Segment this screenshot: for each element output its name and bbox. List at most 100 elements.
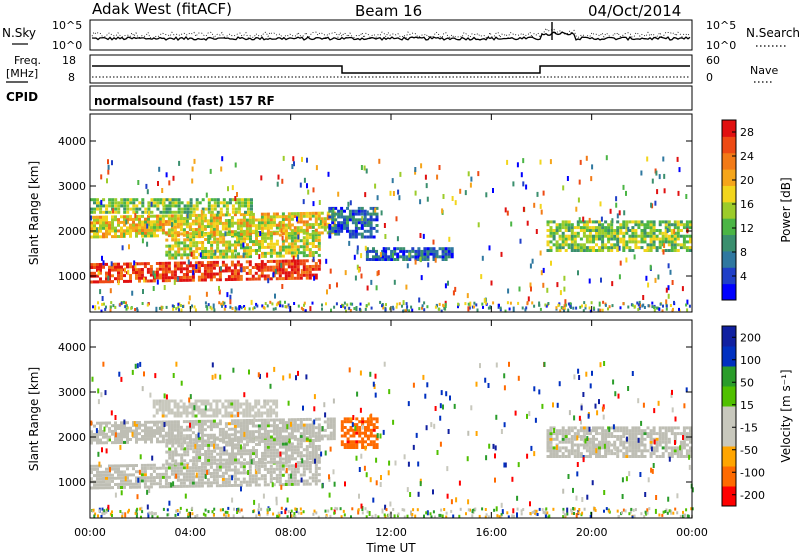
scatter-cell xyxy=(417,247,421,251)
scatter-cell xyxy=(361,443,365,447)
scatter-cell xyxy=(450,252,454,256)
scatter-cell xyxy=(352,428,356,432)
scatter-cell xyxy=(120,464,123,468)
scatter-cell xyxy=(96,201,99,205)
scatter-cell xyxy=(348,218,352,222)
scatter-cell xyxy=(555,246,559,250)
scatter-cell xyxy=(230,414,234,418)
scatter-cell xyxy=(573,249,577,252)
scatter-cell xyxy=(314,239,318,242)
scatter-cell xyxy=(299,220,303,224)
scatter-cell xyxy=(585,429,589,433)
scatter-cell xyxy=(152,414,156,418)
scatter-cell xyxy=(667,229,671,232)
scatter-cell xyxy=(176,231,180,235)
sparse-echo xyxy=(347,201,350,207)
scatter-cell xyxy=(269,480,273,484)
scatter-cell xyxy=(361,437,365,441)
scatter-cell xyxy=(293,476,297,480)
scatter-cell xyxy=(233,232,237,236)
scatter-cell xyxy=(219,449,223,453)
scatter-cell xyxy=(263,245,267,249)
scatter-cell xyxy=(167,485,171,489)
scatter-cell xyxy=(555,449,559,453)
sparse-echo xyxy=(256,465,258,471)
scatter-cell xyxy=(592,446,595,450)
scatter-cell xyxy=(248,405,252,409)
scatter-cell xyxy=(426,247,430,251)
scatter-cell xyxy=(90,471,93,474)
scatter-cell xyxy=(201,247,205,250)
scatter-cell xyxy=(140,268,144,271)
sparse-echo xyxy=(406,263,409,269)
scatter-cell xyxy=(640,229,644,232)
scatter-cell xyxy=(573,237,577,241)
scatter-cell xyxy=(239,427,243,431)
scatter-cell xyxy=(123,198,127,202)
sparse-echo xyxy=(374,373,377,379)
scatter-cell xyxy=(111,274,114,278)
scatter-cell xyxy=(598,220,601,224)
scatter-cell xyxy=(167,264,171,268)
scatter-cell xyxy=(179,414,183,418)
scatter-cell xyxy=(240,240,243,244)
near-range-echo xyxy=(300,306,303,310)
scatter-cell xyxy=(221,414,225,418)
scatter-cell xyxy=(293,226,297,230)
scatter-cell xyxy=(102,265,105,269)
scatter-cell xyxy=(281,429,285,433)
scatter-cell xyxy=(105,207,109,211)
scatter-cell xyxy=(129,265,132,269)
scatter-cell xyxy=(117,427,120,430)
scatter-cell xyxy=(649,437,653,441)
scatter-cell xyxy=(311,454,315,457)
scatter-cell xyxy=(189,247,193,251)
near-range-echo xyxy=(302,308,305,311)
scatter-cell xyxy=(361,431,365,435)
near-range-echo xyxy=(358,307,361,311)
scatter-cell xyxy=(99,277,102,281)
scatter-cell xyxy=(221,465,225,469)
scatter-cell xyxy=(429,252,433,256)
scatter-cell xyxy=(588,449,592,453)
sparse-echo xyxy=(107,169,110,175)
scatter-cell xyxy=(218,213,222,217)
scatter-cell xyxy=(558,249,562,252)
scatter-cell xyxy=(96,438,99,442)
scatter-cell xyxy=(278,439,282,443)
scatter-cell xyxy=(206,272,210,276)
scatter-cell xyxy=(332,434,336,438)
scatter-cell xyxy=(676,449,680,453)
scatter-cell xyxy=(105,221,108,225)
scatter-cell xyxy=(314,228,318,232)
sparse-echo xyxy=(119,444,122,450)
near-range-echo xyxy=(321,303,323,307)
scatter-cell xyxy=(302,268,306,271)
sparse-echo xyxy=(97,451,100,457)
scatter-cell xyxy=(658,220,662,224)
scatter-cell xyxy=(228,443,232,447)
scatter-cell xyxy=(195,244,199,248)
sparse-echo xyxy=(618,210,621,216)
sparse-echo xyxy=(146,189,149,195)
scatter-cell xyxy=(227,480,231,484)
scatter-cell xyxy=(337,221,341,225)
scatter-cell xyxy=(147,217,150,221)
scatter-cell xyxy=(90,266,93,269)
scatter-cell xyxy=(239,465,243,469)
scatter-cell xyxy=(132,220,135,224)
scatter-cell xyxy=(619,429,623,433)
scatter-cell xyxy=(224,468,228,472)
scatter-cell xyxy=(269,435,273,439)
scatter-cell xyxy=(375,255,378,259)
sparse-echo xyxy=(403,454,406,460)
scatter-cell xyxy=(111,486,114,490)
scatter-cell xyxy=(215,219,219,223)
scatter-cell xyxy=(266,245,270,249)
sparse-echo xyxy=(357,267,360,273)
scatter-cell xyxy=(243,443,246,447)
scatter-cell xyxy=(158,225,162,229)
scatter-cell xyxy=(99,226,102,230)
scatter-cell xyxy=(643,455,647,458)
scatter-cell xyxy=(375,426,379,429)
